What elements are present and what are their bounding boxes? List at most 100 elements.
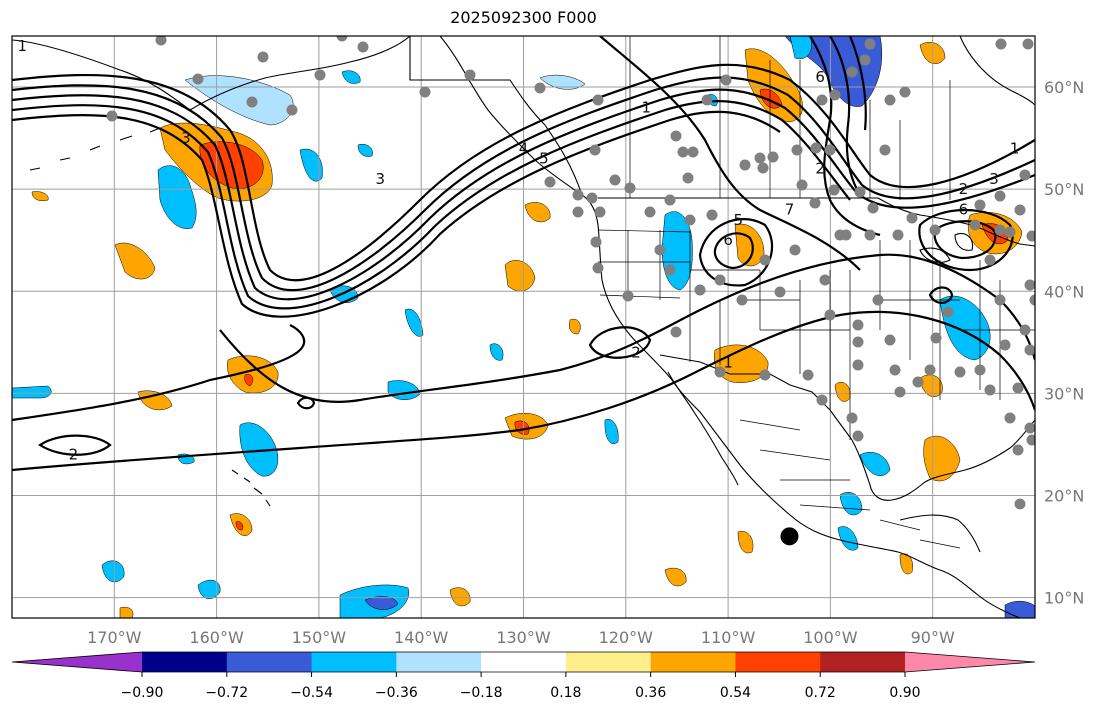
latitude-labels: 60°N 50°N 40°N 30°N 20°N 10°N	[1044, 78, 1084, 608]
station-dot	[954, 366, 966, 378]
station-dot	[714, 366, 726, 378]
station-dot	[884, 94, 896, 106]
station-dot	[791, 144, 803, 156]
latitude-label: 60°N	[1044, 78, 1084, 97]
contour-label: 2	[959, 180, 969, 198]
anomaly-area	[299, 148, 323, 182]
station-dot	[464, 69, 476, 81]
station-dot	[802, 369, 814, 381]
station-dot	[879, 144, 891, 156]
station-dot	[852, 336, 864, 348]
alaska-border	[409, 36, 583, 196]
contour-7	[12, 324, 306, 422]
anomaly-area	[101, 560, 125, 583]
station-dot	[864, 38, 876, 50]
station-dot	[336, 36, 348, 42]
station-dot	[994, 294, 1006, 306]
station-dot	[974, 199, 986, 211]
station-dot	[984, 384, 996, 396]
gulf-coast	[851, 419, 1035, 501]
station-dot	[796, 179, 808, 191]
latitude-label: 40°N	[1044, 282, 1084, 301]
anomaly-area	[569, 318, 581, 335]
station-dot	[544, 176, 556, 188]
anomaly-area	[364, 596, 399, 610]
station-dot	[899, 86, 911, 98]
station-dot	[889, 364, 901, 376]
station-dot	[759, 254, 771, 266]
station-dot	[106, 110, 118, 122]
colorbar-tick-label: 0.72	[805, 685, 836, 701]
station-dot	[314, 69, 326, 81]
anomaly-area	[899, 553, 913, 575]
latitude-label: 30°N	[1044, 384, 1084, 403]
station-dot	[654, 244, 666, 256]
colorbar-segment	[820, 652, 906, 672]
anomaly-area	[227, 355, 279, 394]
us-mexico-border	[659, 354, 853, 441]
anomaly-area	[404, 308, 424, 337]
longitude-label: 170°W	[87, 628, 142, 647]
station-dot	[894, 386, 906, 398]
station-dot	[924, 364, 936, 376]
colorbar-tick-label: 0.18	[550, 685, 581, 701]
longitude-label: 150°W	[292, 628, 347, 647]
contour-13	[918, 209, 1014, 272]
station-dot	[1029, 294, 1035, 306]
latitude-label: 10°N	[1044, 589, 1084, 608]
colorbar-segment	[311, 652, 397, 672]
longitude-label: 110°W	[701, 628, 756, 647]
station-dot	[974, 364, 986, 376]
anomaly-area	[114, 242, 156, 280]
colorbar-tick-label: 0.54	[720, 685, 751, 701]
contour-10	[588, 326, 652, 359]
anomaly-area	[12, 385, 52, 399]
colorbar-extend-max	[905, 652, 1035, 672]
contour-label: 4	[519, 139, 529, 157]
contour-5	[12, 110, 781, 318]
contour-12	[713, 232, 754, 270]
contour-8	[12, 310, 1035, 472]
station-dot	[1004, 412, 1016, 424]
yucatan	[899, 514, 981, 553]
station-dot	[1019, 169, 1031, 181]
station-dot	[854, 186, 866, 198]
hudson-bay	[959, 36, 1035, 106]
station-dot	[846, 66, 858, 78]
station-dot	[994, 190, 1006, 202]
colorbar-segment	[650, 652, 736, 672]
mexico-lines	[739, 419, 961, 549]
station-dot	[1014, 498, 1026, 510]
station-dot	[1012, 444, 1024, 456]
contour-15	[928, 286, 954, 304]
anomaly-area	[239, 422, 279, 477]
station-dot	[774, 286, 786, 298]
station-dot	[852, 319, 864, 331]
anomaly-area	[357, 144, 373, 157]
station-dot	[999, 339, 1011, 351]
longitude-label: 130°W	[496, 628, 551, 647]
station-dot	[969, 219, 981, 231]
longitude-label: 140°W	[394, 628, 449, 647]
station-dot	[624, 182, 636, 194]
longitude-label: 120°W	[599, 628, 654, 647]
station-dot	[720, 74, 732, 86]
station-dot	[357, 41, 369, 53]
station-dot	[864, 229, 876, 241]
station-dot	[534, 82, 546, 94]
longitude-label: 160°W	[189, 628, 244, 647]
colorbar-segment	[735, 652, 821, 672]
station-dot	[1026, 230, 1035, 242]
station-dot	[828, 184, 840, 196]
station-dot	[994, 224, 1006, 236]
contour-19	[848, 36, 867, 131]
station-dot	[789, 244, 801, 256]
contour-18	[829, 36, 861, 196]
anomaly-area	[524, 202, 551, 223]
station-dot	[892, 229, 904, 241]
station-dot	[810, 142, 822, 154]
station-dot	[1019, 324, 1031, 336]
station-dot	[609, 174, 621, 186]
contour-label: 2	[69, 446, 79, 464]
